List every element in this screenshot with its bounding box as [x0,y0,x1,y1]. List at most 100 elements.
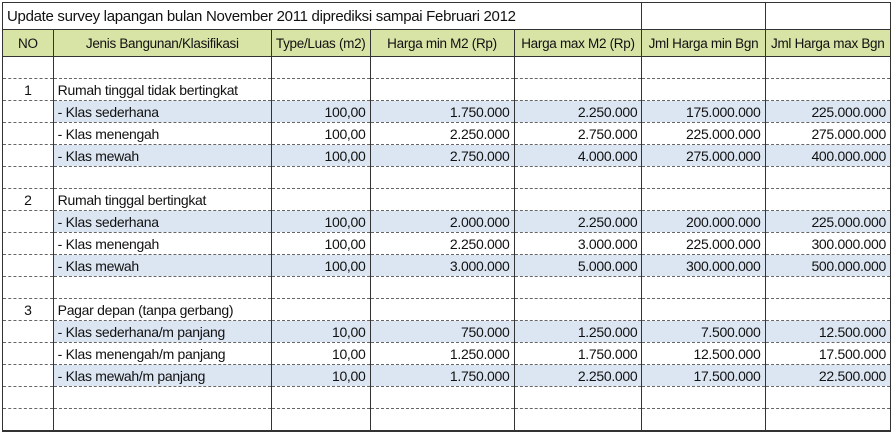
jml-max-cell: 500.000.000 [764,254,891,277]
empty-cell [2,122,54,145]
empty-cell [369,408,515,432]
empty-cell [369,78,515,101]
header-luas: Type/Luas (m2) [270,29,371,57]
empty-cell [270,188,371,211]
empty-cell [270,166,371,189]
header-row: NO Jenis Bangunan/Klasifikasi Type/Luas … [2,29,891,57]
blank-row [2,56,891,79]
jml-min-cell: 200.000.000 [641,210,766,233]
empty-cell [369,298,515,321]
empty-cell [641,298,766,321]
harga-min-cell: 750.000 [369,320,515,343]
harga-max-cell: 3.000.000 [513,232,643,255]
empty-cell [2,166,54,189]
harga-min-cell: 2.250.000 [369,232,515,255]
empty-cell [764,276,891,299]
harga-max-cell: 4.000.000 [513,144,643,167]
survey-table: Update survey lapangan bulan November 20… [1,2,891,432]
empty-cell [764,166,891,189]
harga-max-cell: 1.750.000 [513,342,643,365]
harga-min-cell: 2.250.000 [369,122,515,145]
blank-row [2,386,891,409]
empty-cell [513,276,643,299]
item-label: - Klas sederhana [52,100,272,123]
empty-cell [270,298,371,321]
empty-cell [641,188,766,211]
jml-min-cell: 12.500.000 [641,342,766,365]
empty-cell [270,56,371,79]
empty-cell [641,276,766,299]
jml-min-cell: 275.000.000 [641,144,766,167]
jml-min-cell: 300.000.000 [641,254,766,277]
empty-cell [513,408,643,432]
header-harga-min: Harga min M2 (Rp) [369,29,515,57]
jml-max-cell: 300.000.000 [764,232,891,255]
empty-cell [2,144,54,167]
jml-min-cell: 7.500.000 [641,320,766,343]
empty-cell [2,254,54,277]
empty-cell [2,320,54,343]
group-number: 2 [2,188,54,211]
jml-min-cell: 175.000.000 [641,100,766,123]
table-row: - Klas menengah 100,00 2.250.000 3.000.000 2… [2,232,891,255]
empty-cell [764,408,891,432]
harga-max-cell: 2.250.000 [513,210,643,233]
group-name: Pagar depan (tanpa gerbang) [52,298,272,321]
item-label: - Klas mewah [52,144,272,167]
harga-min-cell: 1.750.000 [369,100,515,123]
empty-cell [52,56,272,79]
empty-cell [2,276,54,299]
item-label: - Klas menengah [52,232,272,255]
table-row: - Klas menengah 100,00 2.250.000 2.750.000 2… [2,122,891,145]
empty-cell [764,188,891,211]
blank-row [2,276,891,299]
empty-cell [764,78,891,101]
harga-max-cell: 2.750.000 [513,122,643,145]
table-row: - Klas mewah/m panjang 10,00 1.750.000 2.25… [2,364,891,387]
jml-max-cell: 400.000.000 [764,144,891,167]
table-row: - Klas sederhana/m panjang 10,00 750.000 1.… [2,320,891,343]
luas-cell: 100,00 [270,144,371,167]
empty-cell [2,386,54,409]
header-no: NO [2,29,54,57]
table-row: - Klas mewah 100,00 2.750.000 4.000.000 275.… [2,144,891,167]
luas-cell: 100,00 [270,254,371,277]
empty-cell [270,78,371,101]
jml-min-cell: 225.000.000 [641,122,766,145]
empty-cell [641,408,766,432]
jml-max-cell: 225.000.000 [764,100,891,123]
harga-max-cell: 1.250.000 [513,320,643,343]
empty-cell [270,386,371,409]
empty-cell [270,276,371,299]
harga-min-cell: 2.750.000 [369,144,515,167]
jml-max-cell: 22.500.000 [764,364,891,387]
empty-cell [764,2,891,30]
empty-cell [513,166,643,189]
jml-max-cell: 17.500.000 [764,342,891,365]
jml-max-cell: 275.000.000 [764,122,891,145]
empty-cell [764,56,891,79]
luas-cell: 100,00 [270,232,371,255]
item-label: - Klas mewah/m panjang [52,364,272,387]
table-row: - Klas mewah 100,00 3.000.000 5.000.000 300.… [2,254,891,277]
harga-max-cell: 2.250.000 [513,364,643,387]
empty-cell [641,386,766,409]
empty-cell [2,100,54,123]
jml-max-cell: 12.500.000 [764,320,891,343]
header-jml-min: Jml Harga min Bgn [641,29,766,57]
luas-cell: 10,00 [270,342,371,365]
empty-cell [369,166,515,189]
empty-cell [2,342,54,365]
empty-cell [369,56,515,79]
harga-min-cell: 3.000.000 [369,254,515,277]
luas-cell: 100,00 [270,122,371,145]
header-jenis: Jenis Bangunan/Klasifikasi [52,29,272,57]
harga-max-cell: 5.000.000 [513,254,643,277]
empty-cell [52,386,272,409]
group-row: 1 Rumah tinggal tidak bertingkat [2,78,891,101]
empty-cell [513,298,643,321]
luas-cell: 10,00 [270,320,371,343]
jml-max-cell: 225.000.000 [764,210,891,233]
table-title: Update survey lapangan bulan November 20… [1,2,642,30]
table-row: - Klas menengah/m panjang 10,00 1.250.000 1… [2,342,891,365]
